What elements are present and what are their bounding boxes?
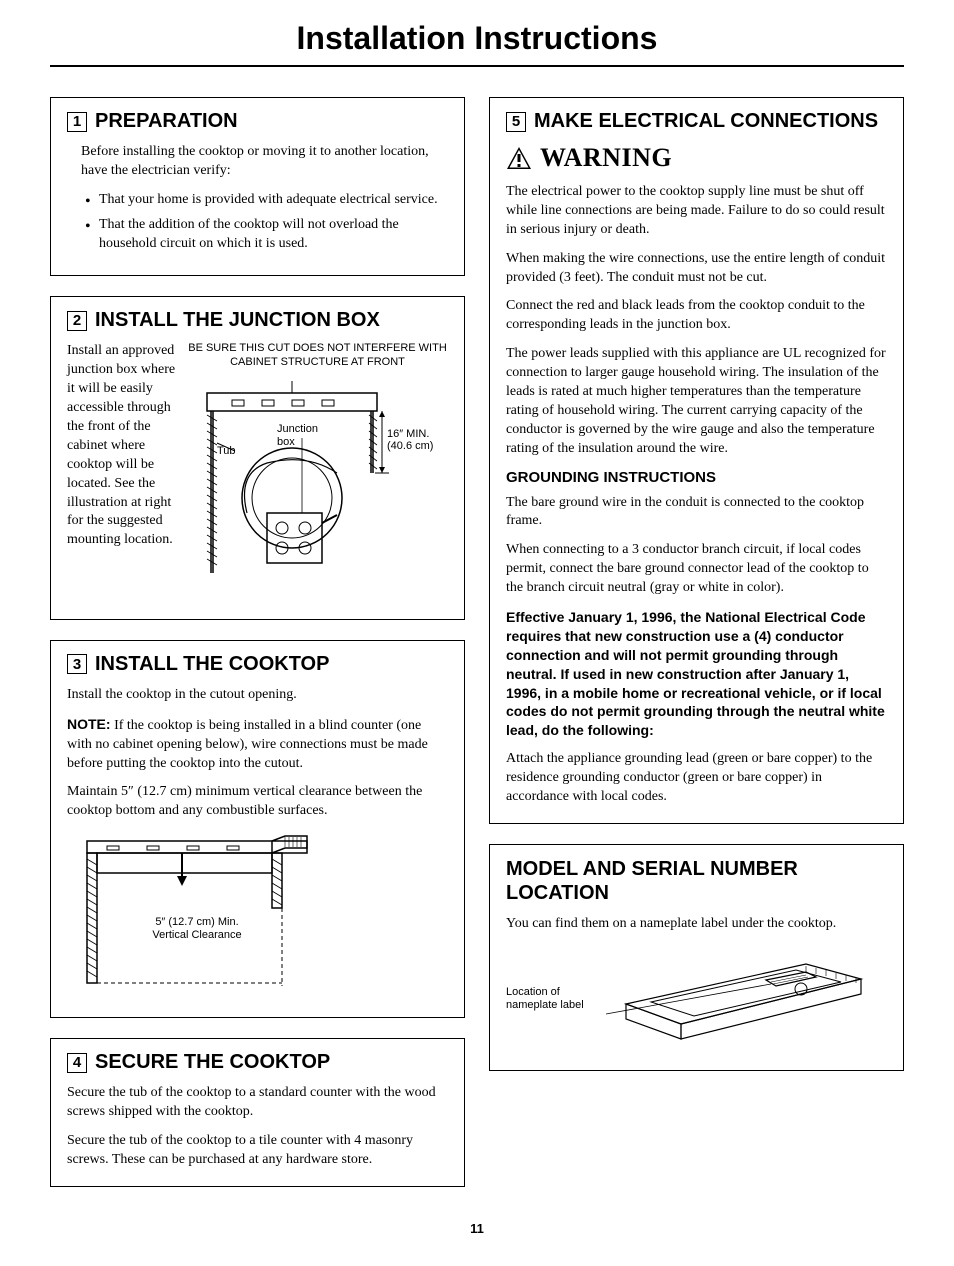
step2-heading: 2 INSTALL THE JUNCTION BOX [67,309,448,332]
model-p1: You can find them on a nameplate label u… [506,915,887,934]
step1-intro: Before installing the cooktop or moving … [81,143,448,181]
step4-number: 4 [67,1053,87,1073]
model-heading: MODEL AND SERIAL NUMBER LOCATION [506,857,887,905]
grounding-p4: Attach the appliance grounding lead (gre… [506,750,887,807]
step5-p4: The power leads supplied with this appli… [506,345,887,458]
grounding-p1: The bare ground wire in the conduit is c… [506,494,887,532]
grounding-p2: When connecting to a 3 conductor branch … [506,541,887,598]
step1-box: 1 PREPARATION Before installing the cook… [50,97,465,276]
two-column-layout: 1 PREPARATION Before installing the cook… [50,97,904,1207]
clearance-diagram [67,831,327,991]
dim-cm: (40.6 cm) [387,440,433,453]
step5-heading: 5 MAKE ELECTRICAL CONNECTIONS [506,110,887,133]
page-title: Installation Instructions [50,20,904,67]
step5-p2: When making the wire connections, use th… [506,250,887,288]
tub-label: Tub [217,445,236,458]
warning-line: WARNING [506,143,887,173]
step4-heading: 4 SECURE THE COOKTOP [67,1051,448,1074]
warning-icon [506,146,532,170]
step3-figure: 5″ (12.7 cm) Min. Vertical Clearance [67,831,448,991]
note-label: NOTE: [67,716,111,732]
step1-heading: 1 PREPARATION [67,110,448,133]
page-number: 11 [50,1221,904,1236]
step2-figure: BE SURE THIS CUT DOES NOT INTERFERE WITH… [187,342,448,602]
step4-p2: Secure the tub of the cooktop to a tile … [67,1132,448,1170]
right-column: 5 MAKE ELECTRICAL CONNECTIONS WARNING Th… [489,97,904,1207]
step4-title: SECURE THE COOKTOP [95,1051,330,1074]
step1-bullet-2: That the addition of the cooktop will no… [85,216,448,254]
nameplate-diagram [606,944,866,1054]
step1-number: 1 [67,112,87,132]
step2-box: 2 INSTALL THE JUNCTION BOX Install an ap… [50,296,465,619]
step3-p3: Maintain 5″ (12.7 cm) minimum vertical c… [67,783,448,821]
step4-p1: Secure the tub of the cooktop to a stand… [67,1084,448,1122]
step1-bullet-1: That your home is provided with adequate… [85,191,448,210]
junction-box-diagram [187,373,417,603]
step5-title: MAKE ELECTRICAL CONNECTIONS [534,110,878,133]
step3-title: INSTALL THE COOKTOP [95,653,329,676]
grounding-p3-bold: Effective January 1, 1996, the National … [506,608,887,740]
step4-box: 4 SECURE THE COOKTOP Secure the tub of t… [50,1038,465,1187]
step3-box: 3 INSTALL THE COOKTOP Install the cookto… [50,640,465,1018]
clearance-line2: Vertical Clearance [152,929,241,941]
model-figure [606,944,866,1054]
model-fig-label: Location of nameplate label [506,986,596,1012]
step3-p1: Install the cooktop in the cutout openin… [67,686,448,705]
step5-p1: The electrical power to the cooktop supp… [506,183,887,240]
step3-note: NOTE: If the cooktop is being installed … [67,715,448,774]
clearance-line1: 5″ (12.7 cm) Min. [155,916,238,928]
step5-number: 5 [506,112,526,132]
step1-bullets: That your home is provided with adequate… [67,191,448,254]
step2-title: INSTALL THE JUNCTION BOX [95,309,380,332]
grounding-heading: GROUNDING INSTRUCTIONS [506,469,887,486]
step2-text: Install an approved junction box where i… [67,342,177,602]
step5-p3: Connect the red and black leads from the… [506,297,887,335]
step3-heading: 3 INSTALL THE COOKTOP [67,653,448,676]
step5-box: 5 MAKE ELECTRICAL CONNECTIONS WARNING Th… [489,97,904,824]
junction-label: Junction box [277,423,327,449]
step1-title: PREPARATION [95,110,238,133]
model-box: MODEL AND SERIAL NUMBER LOCATION You can… [489,844,904,1071]
step2-number: 2 [67,311,87,331]
note-text: If the cooktop is being installed in a b… [67,718,428,771]
warning-text: WARNING [540,143,672,173]
step2-fig-caption: BE SURE THIS CUT DOES NOT INTERFERE WITH… [187,342,448,368]
step3-number: 3 [67,654,87,674]
left-column: 1 PREPARATION Before installing the cook… [50,97,465,1207]
